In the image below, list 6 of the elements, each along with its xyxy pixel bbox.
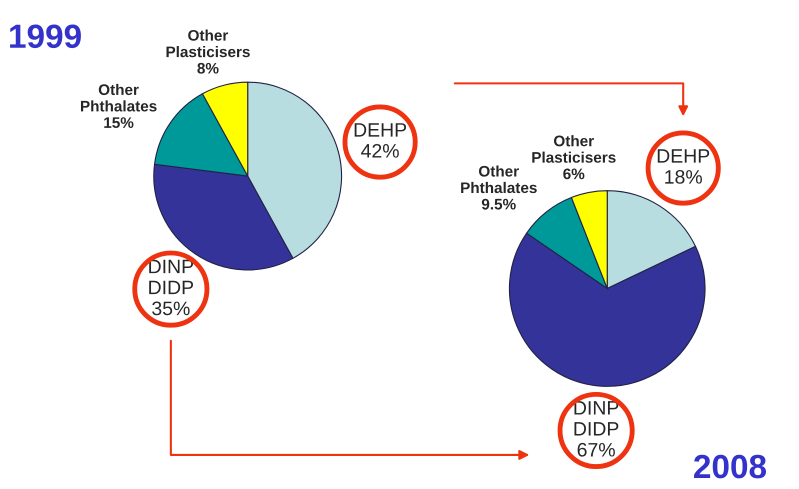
slice-label: Other Phthalates 15% (80, 84, 157, 128)
slice-label: DEHP 42% (354, 123, 406, 158)
text: 2008 (694, 454, 766, 478)
slice-label: Other Plasticisers 8% (166, 30, 250, 74)
chart-title: 1999 (10, 24, 81, 48)
slice-label: DEHP 18% (658, 149, 710, 184)
